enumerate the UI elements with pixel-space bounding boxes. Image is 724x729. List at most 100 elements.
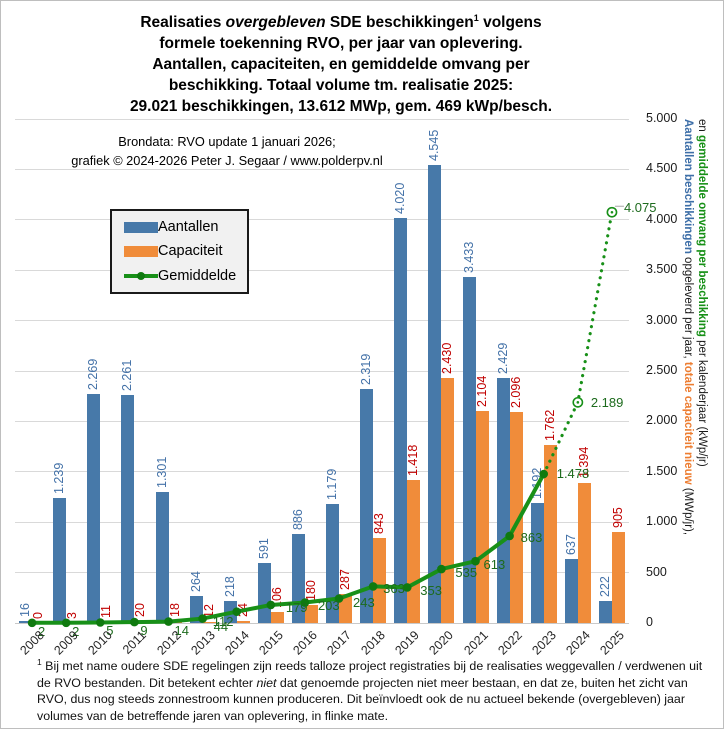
line-label-gemiddelde-2017: 243 [353, 594, 375, 610]
bar-capaciteit-2013 [202, 621, 216, 623]
bar-aantallen-2008 [19, 621, 33, 623]
y-axis-tick-1.000: 1.000 [646, 514, 678, 529]
bar-capaciteit-2024 [577, 482, 591, 623]
bar-aantallen-2018 [360, 389, 374, 623]
y-axis-title-line-2: en gemiddelde omvang per beschikking per… [696, 119, 708, 467]
chart-title: Realisaties overgebleven SDE beschikking… [1, 8, 681, 117]
gemiddelde-marker-2012 [164, 617, 173, 626]
bar-capaciteit-2015 [270, 612, 284, 623]
gemiddelde-marker-2022 [505, 531, 514, 541]
gemiddelde-marker-2009 [61, 618, 71, 628]
gemiddelde-marker-2008 [27, 618, 37, 628]
gemiddelde-line-dotted [542, 210, 614, 476]
legend-swatch-aantallen-icon [124, 221, 158, 233]
gridline-0 [15, 622, 629, 624]
y-axis-title-line-1: Aantallen beschikkingen opgeleverd per j… [682, 119, 694, 536]
y-axis-tick-5.000: 5.000 [646, 111, 678, 125]
gridline-1.500 [15, 471, 629, 473]
title-line-5: 29.021 beschikkingen, 13.612 MWp, gem. 4… [129, 98, 553, 116]
gridline-1.000 [15, 521, 629, 523]
title-line-4: beschikking. Totaal volume tm. realisati… [168, 77, 514, 95]
bar-aantallen-2010 [87, 394, 101, 623]
legend-label-gemiddelde: Gemiddelde [158, 267, 237, 284]
bar-aantallen-2022 [496, 378, 510, 623]
line-label-gemiddelde-2024: 2.189 [590, 395, 624, 411]
line-label-gemiddelde-2021: 613 [483, 557, 506, 573]
bar-aantallen-2017 [326, 504, 340, 623]
line-label-gemiddelde-2022: 863 [520, 530, 543, 545]
legend-label-aantallen: Aantallen [158, 219, 219, 236]
y-axis-tick-3.500: 3.500 [646, 262, 678, 277]
gemiddelde-line-solid [32, 473, 546, 625]
gridline-5.000 [15, 118, 629, 120]
line-label-gemiddelde-2011: 9 [140, 623, 148, 639]
title-line-1: Realisaties overgebleven SDE beschikking… [140, 13, 542, 32]
gridline-500 [15, 572, 629, 574]
bar-aantallen-2025 [598, 600, 612, 623]
gemiddelde-marker-2018 [368, 582, 378, 591]
y-axis-tick-500: 500 [646, 564, 667, 579]
gemiddelde-line-chart [27, 205, 624, 628]
gridline-2.500 [15, 370, 629, 372]
gemiddelde-marker-2015 [266, 600, 276, 610]
source-note-line-1: Brondata: RVO update 1 januari 2026; [118, 134, 336, 149]
line-label-gemiddelde-2015: 179 [285, 599, 308, 615]
line-label-gemiddelde-2019: 353 [420, 583, 442, 599]
gemiddelde-marker-2011 [130, 617, 139, 627]
y-axis-tick-4.000: 4.000 [646, 211, 678, 226]
gridline-3.500 [15, 269, 629, 271]
gemiddelde-marker-2014 [232, 607, 242, 617]
line-label-gemiddelde-2012: 14 [174, 622, 189, 638]
line-label-gemiddelde-2016: 203 [317, 597, 340, 613]
bar-aantallen-2023 [530, 502, 544, 623]
gemiddelde-marker-2020 [437, 564, 446, 574]
y-axis-tick-3.000: 3.000 [646, 312, 678, 327]
legend-label-capaciteit: Capaciteit [158, 243, 223, 260]
line-label-gemiddelde-2013: 44 [213, 618, 229, 634]
bar-capaciteit-2018 [373, 538, 387, 623]
gridline-4.500 [15, 168, 629, 170]
gemiddelde-marker-2019 [402, 583, 412, 592]
bar-capaciteit-2016 [304, 604, 318, 623]
gemiddelde-marker-2023 [539, 469, 549, 479]
y-axis-tick-2.000: 2.000 [646, 413, 678, 428]
line-label-gemiddelde-2009: 2 [72, 623, 80, 639]
gridline-2.000 [15, 420, 629, 422]
bar-capaciteit-2022 [509, 411, 523, 623]
gemiddelde-marker-2010 [95, 618, 105, 627]
bar-aantallen-2020 [428, 164, 442, 623]
title-line-2: formele toekenning RVO, per jaar van opl… [159, 35, 523, 53]
line-label-gemiddelde-2023: 1.478 [556, 466, 590, 482]
source-note-line-2: grafiek © 2024-2026 Peter J. Segaar / ww… [71, 153, 383, 168]
gemiddelde-marker-2016 [300, 598, 310, 607]
bar-aantallen-2024 [564, 558, 578, 623]
line-label-gemiddelde-2018: 363 [383, 581, 405, 597]
y-axis-tick-4.500: 4.500 [646, 161, 678, 176]
plot-area: 16 0 1.239 3 2.269 11 2.261 20 1.301 18 264 12 218 24… [15, 118, 656, 638]
gridline-3.000 [15, 320, 629, 322]
bar-capaciteit-2025 [611, 531, 625, 623]
line-label-gemiddelde-2020: 535 [455, 565, 478, 581]
gemiddelde-marker-2013 [198, 614, 207, 623]
legend-swatch-capaciteit-icon [124, 245, 158, 257]
legend-item-aantallen: Aantallen [124, 219, 247, 235]
line-label-gemiddelde-2010: 5 [106, 623, 114, 639]
bar-aantallen-2012 [155, 491, 169, 623]
line-label-gemiddelde-2008: 2 [38, 623, 46, 639]
gemiddelde-marker-2021 [471, 556, 480, 566]
gemiddelde-marker-dot-2025 [610, 210, 614, 214]
legend-item-capaciteit: Capaciteit [124, 243, 247, 259]
line-label-gemiddelde-2025: 4.075 [623, 200, 657, 216]
footnote: 1 Bij met name oudere SDE regelingen zij… [37, 657, 703, 723]
line-label-gemiddelde-2014: 112 [212, 613, 234, 629]
bar-capaciteit-2021 [475, 410, 489, 623]
legend: Aantallen Capaciteit Gemiddelde [110, 209, 249, 294]
bar-aantallen-2021 [462, 276, 476, 623]
gemiddelde-marker-2017 [334, 594, 344, 603]
legend-swatch-gemiddelde-icon [124, 270, 158, 281]
bar-capaciteit-2023 [543, 445, 557, 623]
gemiddelde-marker-dot-2024 [576, 401, 580, 404]
y-axis-tick-0: 0 [646, 615, 653, 629]
legend-item-gemiddelde: Gemiddelde [124, 268, 247, 284]
